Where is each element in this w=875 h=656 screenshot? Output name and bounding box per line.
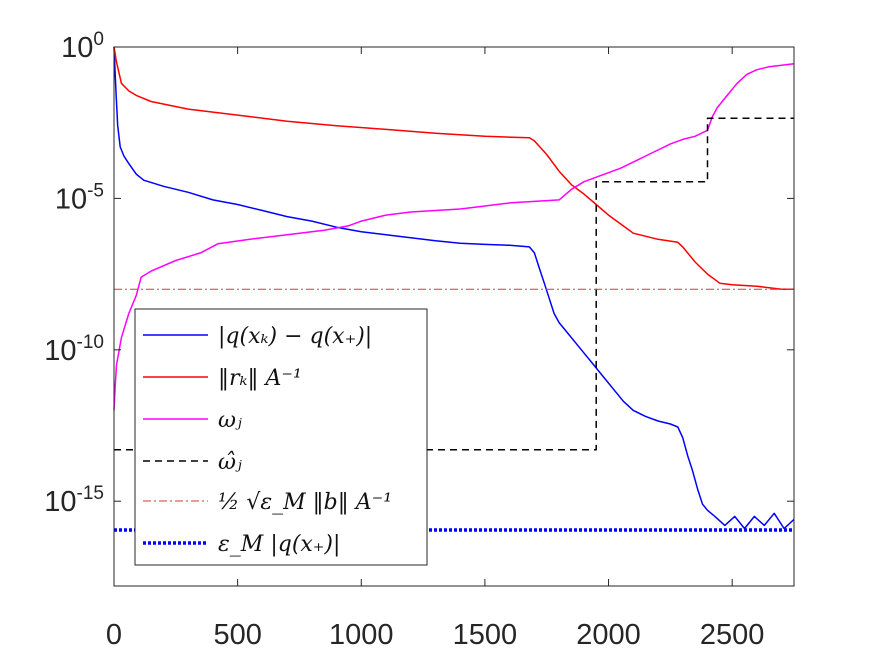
- legend-label-2: ωⱼ: [218, 408, 242, 433]
- series-line-2: [113, 62, 795, 411]
- legend-label-4: ½ √ε_M ‖b‖ A⁻¹: [218, 490, 392, 515]
- plot-frame: [113, 46, 795, 587]
- legend-label-0: |q(xₖ) − q(x₊)|: [218, 324, 372, 349]
- x-tick-label-4: 2000: [576, 619, 641, 651]
- legend-label-1: ‖rₖ‖ A⁻¹: [218, 366, 302, 391]
- series-line-0: [113, 46, 795, 530]
- legend-label-5: ε_M |q(x₊)|: [218, 532, 340, 557]
- tick-layer: 0 500 1000 1500 2000 2500 100 10-5 10-10 10-15: [44, 29, 794, 651]
- x-tick-label-0: 0: [106, 619, 122, 651]
- x-tick-label-2: 1000: [329, 619, 394, 651]
- legend: |q(xₖ) − q(x₊)| ‖rₖ‖ A⁻¹ ωⱼ ω̂ⱼ ½ √ε_M ‖b‖ A…: [134, 308, 428, 566]
- series-layer: [113, 46, 795, 532]
- legend-label-3: ω̂ⱼ: [218, 450, 242, 475]
- y-tick-label-1: 10-5: [55, 180, 104, 215]
- series-line-3: [114, 117, 794, 451]
- x-tick-label-1: 500: [213, 619, 261, 651]
- x-tick-label-3: 1500: [453, 619, 518, 651]
- x-tick-label-5: 2500: [700, 619, 765, 651]
- y-tick-label-0: 100: [61, 29, 104, 64]
- series-line-1: [113, 46, 794, 290]
- legend-box: [134, 308, 428, 566]
- y-tick-label-2: 10-10: [44, 332, 104, 367]
- y-tick-label-3: 10-15: [44, 483, 104, 518]
